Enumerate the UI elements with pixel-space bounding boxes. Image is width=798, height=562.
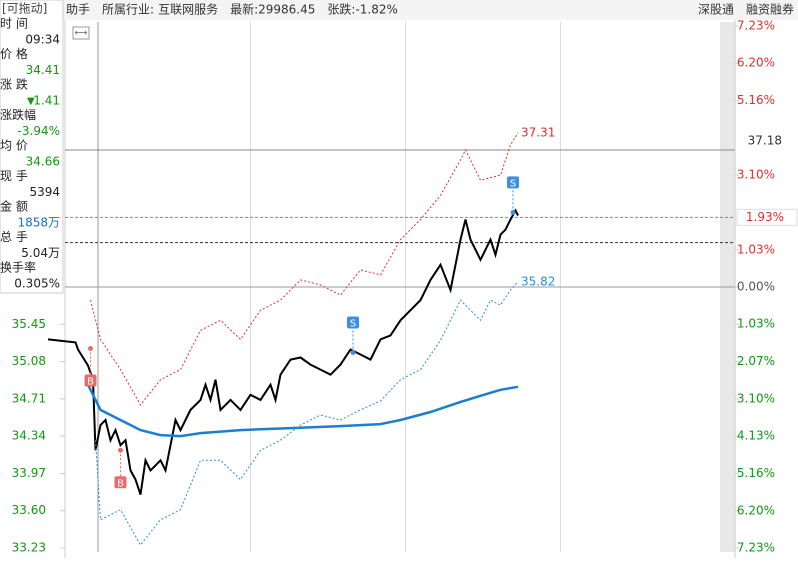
- info-label: 换手率: [0, 260, 36, 275]
- y2-tick-label: 4.13%: [737, 429, 775, 443]
- y-tick-label: 35.45: [12, 317, 46, 331]
- info-label: 总 手: [0, 230, 28, 244]
- price-line: [47, 208, 519, 495]
- expand-button[interactable]: [72, 26, 90, 40]
- y2-tick-label: 7.23%: [737, 541, 775, 555]
- marker-point: [350, 350, 356, 356]
- info-value: 5.04万: [21, 246, 60, 260]
- annotation: 35.82: [521, 274, 555, 288]
- y2-tick-label: 7.23%: [737, 19, 775, 33]
- annotation: 37.31: [521, 125, 555, 139]
- marker-badge: [507, 176, 519, 189]
- marker-point: [118, 447, 123, 453]
- y2-tick-label: 0.00%: [737, 280, 775, 294]
- marker-badge: [347, 316, 359, 329]
- expand-icon[interactable]: ⟷: [75, 29, 88, 39]
- info-label: 均 价: [0, 139, 28, 153]
- top-bar: [0, 0, 798, 20]
- marker-badge: [114, 476, 127, 489]
- top-bar-item: 所属行业:: [102, 3, 154, 17]
- y2-tick-label: 5.16%: [737, 93, 775, 107]
- marker-text: B: [87, 376, 94, 387]
- top-bar-link[interactable]: 融资融券: [746, 2, 794, 17]
- y2-tick-label: 5.16%: [737, 466, 775, 480]
- y2-tick-label: 6.20%: [737, 56, 775, 70]
- y2-tick-label: 3.10%: [737, 391, 775, 405]
- info-panel: [0, 0, 64, 294]
- info-value: 09:34: [25, 33, 60, 47]
- info-label: 涨跌幅: [0, 107, 36, 122]
- y2-tick-label: 2.07%: [737, 354, 775, 368]
- marker-point: [88, 345, 93, 351]
- info-value: 34.41: [26, 63, 60, 77]
- panel-header: [可拖动]: [2, 2, 47, 16]
- marker-badge: [84, 374, 97, 387]
- price-line: [86, 384, 519, 438]
- price-line: [90, 132, 519, 406]
- y-tick-label: 33.23: [12, 541, 46, 555]
- info-value: 1.41: [33, 94, 60, 108]
- y2-tick-label: 1.03%: [737, 317, 775, 331]
- info-label: 价 格: [0, 46, 28, 61]
- y-tick-label: 35.08: [12, 354, 46, 368]
- info-label: 金 额: [0, 199, 28, 214]
- y-tick-label: 33.97: [12, 466, 46, 480]
- y-tick-label: 33.60: [12, 503, 46, 517]
- marker-text: S: [350, 319, 356, 330]
- info-label: 涨 跌: [0, 77, 28, 92]
- info-value: -3.94%: [18, 124, 60, 138]
- marker-point: [510, 209, 516, 215]
- down-arrow: ▼: [27, 96, 35, 107]
- marker-text: B: [117, 478, 124, 489]
- y-tick-label: 34.71: [12, 391, 46, 405]
- ref-label-box: [737, 132, 795, 149]
- y2-tick-label: 1.03%: [737, 242, 775, 256]
- info-value: 1858万: [17, 216, 60, 230]
- top-bar-item: 助手: [66, 3, 90, 17]
- pct-label-box: [736, 208, 798, 226]
- top-bar-item: 张跌:-1.82%: [327, 2, 398, 17]
- top-bar-item: 最新:29986.45: [230, 2, 315, 17]
- pct-label: 1.93%: [746, 210, 784, 224]
- y2-tick-label: 3.10%: [737, 168, 775, 182]
- top-bar-link[interactable]: 深股通: [698, 3, 734, 17]
- y2-tick-label: 6.20%: [737, 503, 775, 517]
- price-line: [95, 281, 519, 546]
- top-bar-item: 互联网服务: [158, 2, 218, 17]
- info-value: 34.66: [26, 155, 60, 169]
- y-tick-label: 34.34: [12, 429, 46, 443]
- info-label: 现 手: [0, 169, 28, 183]
- info-label: 时 间: [0, 17, 28, 31]
- ref-label: 37.18: [748, 133, 782, 147]
- info-value: 0.305%: [14, 277, 60, 291]
- marker-text: S: [510, 178, 516, 189]
- info-value: 5394: [29, 185, 60, 199]
